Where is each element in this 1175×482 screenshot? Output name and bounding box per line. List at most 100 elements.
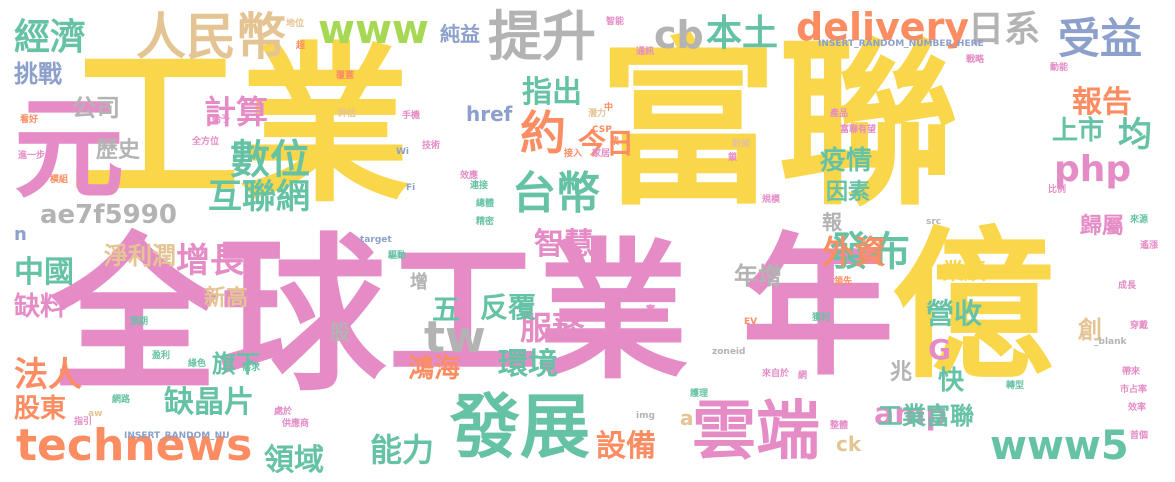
cloud-word: 人民幣 xyxy=(136,8,286,66)
cloud-word: 淨利潤 xyxy=(104,242,176,270)
cloud-word: technews xyxy=(16,420,253,471)
cloud-word: 首個 xyxy=(1130,431,1149,441)
cloud-word: 受益 xyxy=(1058,14,1143,63)
cloud-word: 市占率 xyxy=(1120,385,1148,395)
cloud-word: 實 xyxy=(646,305,656,315)
cloud-word: 發展 xyxy=(450,386,590,468)
cloud-word: 發布 xyxy=(830,229,910,275)
cloud-word: 比例 xyxy=(1048,185,1067,195)
cloud-word: G xyxy=(928,333,951,366)
cloud-word: delivery xyxy=(796,5,970,49)
cloud-word: 預期 xyxy=(130,317,149,327)
cloud-word: www5 xyxy=(990,423,1129,469)
cloud-word: 因素 xyxy=(826,180,871,205)
cloud-word: 缺晶片 xyxy=(164,385,254,420)
cloud-word: 歸屬 xyxy=(1080,214,1125,239)
cloud-word: 台幣 xyxy=(512,168,600,219)
cloud-word: php xyxy=(1054,149,1132,190)
cloud-word: 需求 xyxy=(242,363,261,373)
cloud-word: 業績 xyxy=(942,260,987,285)
cloud-word: 智能 xyxy=(606,17,625,27)
cloud-word: 獲利 xyxy=(812,313,831,323)
cloud-word: 報 xyxy=(822,210,842,234)
cloud-word: 轉型 xyxy=(1006,381,1025,391)
cloud-word: 帶來 xyxy=(1122,367,1141,377)
cloud-word: 驅動 xyxy=(388,251,407,261)
cloud-word: 看好 xyxy=(20,115,39,125)
cloud-word: 效率 xyxy=(1128,403,1147,413)
cloud-word: 手機 xyxy=(402,111,421,121)
cloud-word: _blank xyxy=(1094,337,1127,347)
cloud-word: 精密 xyxy=(476,217,495,227)
cloud-word: amp xyxy=(874,397,947,432)
cloud-word: 工業富聯 xyxy=(878,402,974,430)
cloud-word: 年增 xyxy=(734,262,782,290)
cloud-word: 億 xyxy=(892,213,1054,401)
cloud-word: 中 xyxy=(604,103,614,113)
cloud-word: zoneid xyxy=(712,347,746,357)
cloud-word: 股 xyxy=(330,320,350,344)
cloud-word: 疫情 xyxy=(820,146,873,176)
cloud-word: 鴻海 xyxy=(408,354,461,384)
cloud-word: Wi xyxy=(396,147,410,157)
cloud-word: 均 xyxy=(1118,115,1152,155)
cloud-word: 新高 xyxy=(204,286,249,311)
cloud-word: 法人 xyxy=(14,355,82,395)
cloud-word: 數位 xyxy=(230,137,310,183)
cloud-word: 家居 xyxy=(592,149,611,159)
cloud-word: 數據 xyxy=(732,139,751,149)
cloud-word: 通訊 xyxy=(636,47,655,57)
cloud-word: href xyxy=(466,102,513,126)
cloud-word: 鎖 xyxy=(728,153,738,163)
cloud-word: 覆蓋 xyxy=(336,71,355,81)
cloud-word: 兆 xyxy=(890,360,913,385)
cloud-word: 富聯有望 xyxy=(840,125,877,135)
cloud-word: 旗下 xyxy=(212,350,260,378)
cloud-word: 日系 xyxy=(968,9,1041,50)
cloud-word: n xyxy=(14,224,27,245)
cloud-word: src xyxy=(926,217,942,227)
cloud-word: 動能 xyxy=(1050,63,1069,73)
cloud-word: 計算 xyxy=(204,93,269,131)
cloud-word: 來自於 xyxy=(762,369,790,379)
cloud-word: 來源 xyxy=(1130,215,1149,225)
cloud-word: 雲端 xyxy=(692,395,820,469)
cloud-word: 營收 xyxy=(926,297,983,330)
cloud-word: 成長 xyxy=(1118,281,1137,291)
cloud-word: 總體 xyxy=(476,199,495,209)
cloud-word: aw xyxy=(88,409,103,419)
cloud-word: 遙漲 xyxy=(1140,241,1159,251)
cloud-word: ae7f5990 xyxy=(40,200,177,230)
cloud-word: 護理 xyxy=(690,389,709,399)
cloud-word: 效應 xyxy=(460,171,479,181)
cloud-word: INSERT_RANDOM_NUMBER_HERE xyxy=(818,39,984,49)
cloud-word: 外資 xyxy=(822,233,887,271)
cloud-word: 互聯網 xyxy=(208,177,310,217)
cloud-word: 評估 xyxy=(338,109,357,119)
cloud-word: 本土 xyxy=(706,13,779,54)
cloud-word: 經濟 xyxy=(14,17,87,58)
cloud-word: 智慧 xyxy=(534,227,594,262)
cloud-word: 約 xyxy=(520,106,566,160)
cloud-word: 增長 xyxy=(176,241,244,281)
cloud-word: 提升 xyxy=(488,5,596,68)
cloud-word: 模組 xyxy=(50,175,69,185)
cloud-word: 盈利 xyxy=(152,351,171,361)
cloud-word: 戰略 xyxy=(966,55,985,65)
cloud-word: 設備 xyxy=(596,429,656,464)
cloud-word: 上市 xyxy=(1052,116,1105,146)
cloud-word: INSERT_RANDOM_NU xyxy=(124,431,230,441)
cloud-word: 今日 xyxy=(578,127,635,160)
cloud-word: a xyxy=(680,406,694,430)
cloud-word: 進一步 xyxy=(18,151,46,161)
cloud-word: 挑戰 xyxy=(14,60,62,88)
cloud-word: 指引 xyxy=(74,417,93,427)
cloud-word: 網 xyxy=(798,371,808,381)
cloud-word: 產品 xyxy=(830,109,849,119)
cloud-word: 快 xyxy=(938,366,965,396)
cloud-word: img xyxy=(636,411,655,421)
cloud-word: 工業 xyxy=(388,226,689,400)
cloud-word: Fi xyxy=(406,183,416,193)
cloud-word: 給予 xyxy=(212,115,231,125)
